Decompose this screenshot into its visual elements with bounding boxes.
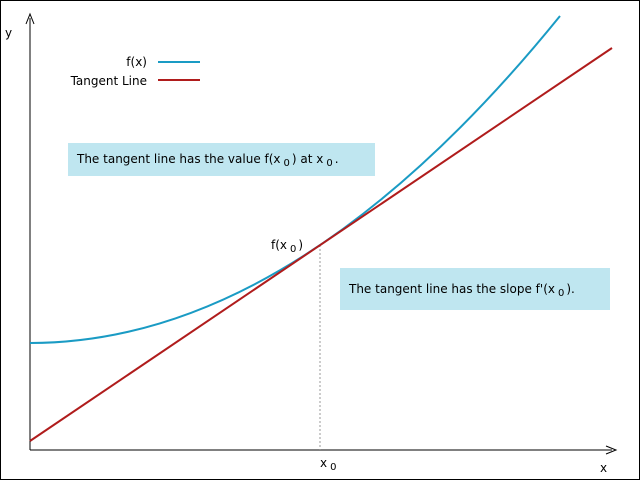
legend-label: Tangent Line [70, 74, 147, 88]
text-part: The tangent line has the slope f'(x [348, 282, 555, 296]
text-part: 0 [558, 288, 564, 299]
y-axis-label: y [5, 26, 12, 40]
legend-label: f(x) [126, 55, 147, 69]
text-part: 0 [290, 244, 296, 255]
annotation: The tangent line has the slope f'(x 0). [348, 282, 575, 299]
annotation-box [68, 143, 375, 176]
text-part: 0 [326, 158, 332, 169]
text-part: x [320, 456, 327, 470]
text-part: . [335, 152, 339, 166]
annotation: The tangent line has the value f(x 0) at … [76, 152, 339, 169]
text-part: f(x [271, 238, 287, 252]
text-part: 0 [284, 158, 290, 169]
annotation-box [340, 268, 610, 310]
text-part: ). [566, 282, 575, 296]
y-arrow [25, 12, 35, 25]
text-part: ) [298, 238, 303, 252]
text-part: ) at x [292, 152, 323, 166]
point-label: f(x 0) [271, 238, 303, 255]
text-part: 0 [330, 462, 336, 473]
tangent-line [29, 47, 613, 442]
text-part: The tangent line has the value f(x [76, 152, 281, 166]
x-arrow [605, 445, 618, 455]
x-axis-label: x [600, 461, 607, 475]
